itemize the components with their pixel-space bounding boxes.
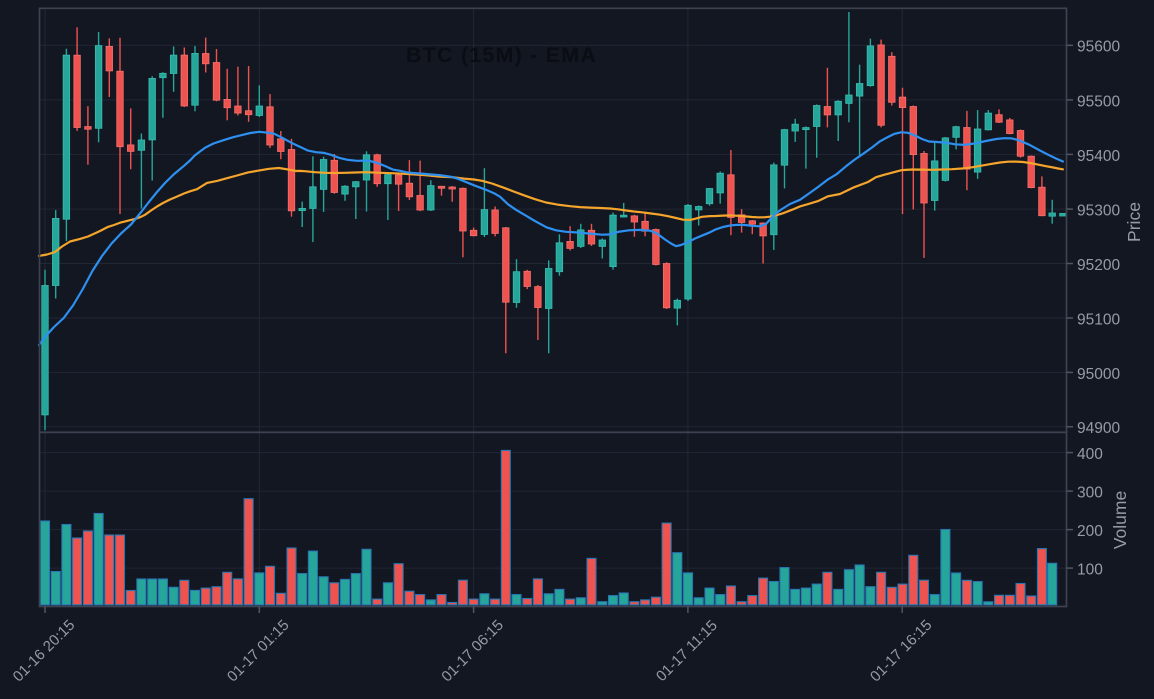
svg-text:95300: 95300 [1077,203,1120,220]
svg-text:95200: 95200 [1077,257,1120,274]
svg-text:100: 100 [1077,562,1103,579]
svg-text:400: 400 [1077,446,1103,463]
svg-text:200: 200 [1077,523,1103,540]
svg-text:95600: 95600 [1077,39,1120,56]
svg-text:Volume: Volume [1110,491,1130,549]
svg-text:300: 300 [1077,485,1103,502]
svg-text:Price: Price [1124,202,1144,242]
svg-text:94900: 94900 [1077,420,1120,437]
svg-text:95100: 95100 [1077,311,1120,328]
svg-text:95400: 95400 [1077,148,1120,165]
svg-text:95500: 95500 [1077,93,1120,110]
svg-text:BTC (15M) - EMA: BTC (15M) - EMA [406,43,597,67]
svg-text:95000: 95000 [1077,366,1120,383]
